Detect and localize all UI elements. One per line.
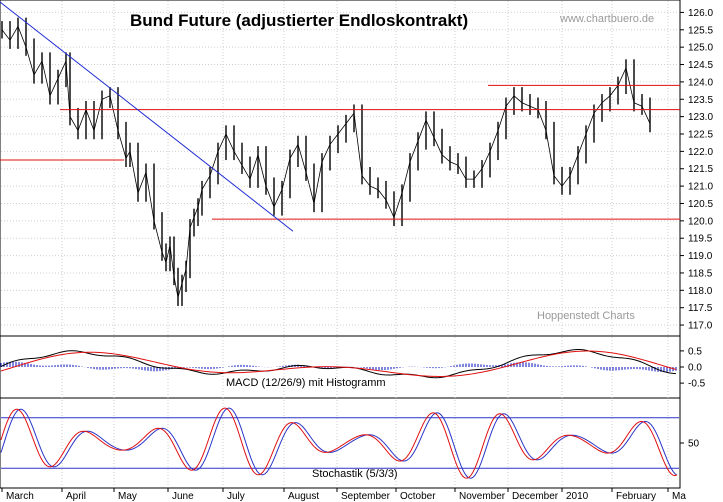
x-tick-label: August — [288, 491, 319, 502]
y-axis-macd: 0.5 0.0 -0.5 — [680, 346, 706, 390]
y-tick-label: 0.5 — [688, 346, 702, 357]
y-tick-label: 123.5 — [688, 95, 713, 106]
price-line — [1, 25, 651, 298]
y-tick-label: 117.5 — [688, 303, 713, 314]
y-tick-label: 124.0 — [688, 77, 713, 88]
y-axis-main: 126.0 125.5 125.0 124.5 124.0 123.5 123.0 122.5… — [680, 8, 713, 332]
macd-line — [0, 349, 677, 379]
stoch-d-line — [0, 407, 678, 479]
x-tick-label: December — [512, 491, 559, 502]
y-tick-label: 119.5 — [688, 234, 713, 245]
y-tick-label: 126.0 — [688, 8, 713, 19]
y-tick-label: 119.0 — [688, 251, 713, 262]
y-tick-label: 120.5 — [688, 199, 713, 210]
x-tick-label: April — [66, 491, 86, 502]
y-axis-stoch: 50 — [680, 439, 700, 450]
x-tick-label: June — [172, 491, 194, 502]
y-tick-label: 50 — [688, 439, 700, 450]
y-tick-label: 122.5 — [688, 130, 713, 141]
macd-series — [0, 349, 677, 379]
x-tick-label: May — [118, 491, 137, 502]
y-tick-label: 0.0 — [688, 363, 702, 374]
y-tick-label: 121.5 — [688, 164, 713, 175]
x-tick-label: November — [459, 491, 506, 502]
y-tick-label: 123.0 — [688, 112, 713, 123]
macd-label: MACD (12/26/9) mit Histogramm — [226, 377, 386, 389]
x-tick-label: July — [227, 491, 245, 502]
chart-title: Bund Future (adjustierter Endloskontrakt… — [130, 11, 468, 30]
grid — [1, 1, 679, 487]
x-tick-label: March — [6, 491, 34, 502]
x-axis: March April May June July August September Octo… — [1, 488, 686, 502]
y-tick-label: 120.0 — [688, 216, 713, 227]
y-tick-label: 122.0 — [688, 147, 713, 158]
main-panel-frame — [0, 0, 681, 337]
watermark-hoppenstedt: Hoppenstedt Charts — [537, 310, 635, 322]
price-series — [1, 17, 651, 306]
x-tick-label: September — [341, 491, 391, 502]
stoch-panel-frame — [0, 397, 681, 489]
x-tick-label: October — [400, 491, 436, 502]
y-tick-label: 125.5 — [688, 25, 713, 36]
trendline — [0, 1, 294, 232]
y-tick-label: -0.5 — [688, 379, 706, 390]
y-tick-label: 121.0 — [688, 182, 713, 193]
support-resistance-lines — [0, 84, 680, 220]
x-tick-label: February — [616, 491, 656, 502]
y-tick-label: 117.0 — [688, 321, 713, 332]
y-tick-label: 118.0 — [688, 286, 713, 297]
y-tick-label: 125.0 — [688, 43, 713, 54]
stoch-label: Stochastik (5/3/3) — [312, 468, 398, 480]
y-tick-label: 124.5 — [688, 60, 713, 71]
x-tick-label: Ma — [672, 491, 686, 502]
stoch-k-line — [0, 407, 678, 479]
x-tick-label: 2010 — [566, 491, 589, 502]
y-tick-label: 118.5 — [688, 268, 713, 279]
stoch-series — [0, 407, 679, 479]
watermark-chartbuero: www.chartbuero.de — [559, 13, 654, 25]
macd-signal-line — [0, 350, 677, 377]
